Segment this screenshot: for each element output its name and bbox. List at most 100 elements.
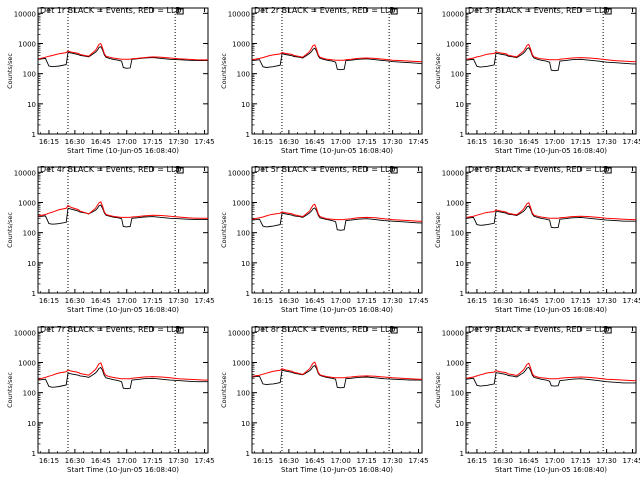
x-tick-label: 17:45 xyxy=(194,297,214,305)
lld-series-line xyxy=(38,42,208,61)
detector-panel-9: 1 10 100 1000 10000 16:15 16:30 16:45 17:00 17:15… xyxy=(434,325,640,474)
x-tick-label: 16:45 xyxy=(519,138,539,146)
x-tick-label: 17:00 xyxy=(117,138,137,146)
x-tick-label: 17:30 xyxy=(383,457,403,465)
events-series-line xyxy=(252,47,422,71)
panel-title: Det 1r BLACK = Events, RED = LLD xyxy=(40,6,182,15)
x-tick-label: 16:15 xyxy=(39,457,59,465)
y-tick-label: 10000 xyxy=(14,329,36,337)
y-tick-label: 10 xyxy=(27,101,36,109)
y-tick-label: 1 xyxy=(246,450,250,458)
marker-flag-box xyxy=(176,167,184,174)
x-tick-label: 17:30 xyxy=(383,297,403,305)
panel-title: Det 7r BLACK = Events, RED = LLD xyxy=(40,325,182,334)
panel-title: Det 4r BLACK = Events, RED = LLD xyxy=(40,165,182,174)
panel-title: Det 3r BLACK = Events, RED = LLD xyxy=(468,6,610,15)
y-tick-label: 1000 xyxy=(232,199,250,207)
x-tick-label: 17:00 xyxy=(545,297,565,305)
y-tick-label: 1000 xyxy=(18,359,36,367)
y-tick-label: 1000 xyxy=(18,40,36,48)
x-tick-label: 16:30 xyxy=(493,457,513,465)
y-tick-label: 100 xyxy=(451,230,464,238)
x-tick-label: 16:15 xyxy=(467,297,487,305)
x-tick-label: 17:15 xyxy=(357,457,377,465)
y-tick-label: 10 xyxy=(27,260,36,268)
x-tick-label: 17:45 xyxy=(408,297,428,305)
lld-series-line xyxy=(38,362,208,381)
x-tick-label: 16:15 xyxy=(253,457,273,465)
x-tick-label: 16:15 xyxy=(253,297,273,305)
x-tick-label: 17:15 xyxy=(143,297,163,305)
x-axis-label: Start Time (10-Jun-05 16:08:40) xyxy=(495,147,607,155)
x-axis-label: Start Time (10-Jun-05 16:08:40) xyxy=(67,147,179,155)
detector-panel-4: 1 10 100 1000 10000 16:15 16:30 16:45 17:00 17:15… xyxy=(6,165,215,314)
x-tick-label: 17:15 xyxy=(571,457,591,465)
y-tick-label: 10 xyxy=(27,420,36,428)
detector-panel-6: 1 10 100 1000 10000 16:15 16:30 16:45 17:00 17:15… xyxy=(434,165,640,314)
y-tick-label: 1 xyxy=(460,131,464,139)
detector-panel-3: 1 10 100 1000 10000 16:15 16:30 16:45 17:00 17:15… xyxy=(434,6,640,155)
events-series-line xyxy=(252,365,422,389)
x-axis-label: Start Time (10-Jun-05 16:08:40) xyxy=(281,147,393,155)
plot-frame xyxy=(251,7,423,135)
y-axis-label: Counts/sec xyxy=(434,53,442,89)
y-tick-label: 1 xyxy=(246,131,250,139)
x-tick-label: 17:30 xyxy=(597,138,617,146)
events-series-line xyxy=(466,205,636,229)
plot-frame xyxy=(465,166,637,294)
y-tick-label: 100 xyxy=(23,71,36,79)
y-tick-label: 100 xyxy=(451,71,464,79)
x-tick-label: 16:15 xyxy=(39,138,59,146)
y-tick-label: 10000 xyxy=(228,329,250,337)
lld-series-line xyxy=(252,361,422,380)
x-tick-label: 16:15 xyxy=(253,138,273,146)
y-tick-label: 100 xyxy=(23,230,36,238)
x-tick-label: 17:00 xyxy=(545,457,565,465)
x-tick-label: 16:45 xyxy=(305,138,325,146)
plot-frame xyxy=(37,326,209,454)
y-tick-label: 10000 xyxy=(14,10,36,18)
panel-title: Det 9r BLACK = Events, RED = LLD xyxy=(468,325,610,334)
lld-series-line xyxy=(252,44,422,63)
marker-flag-box xyxy=(604,8,612,15)
x-axis-label: Start Time (10-Jun-05 16:08:40) xyxy=(281,466,393,474)
detector-panel-2: 1 10 100 1000 10000 16:15 16:30 16:45 17:00 17:15… xyxy=(220,6,429,155)
marker-flag-box xyxy=(604,167,612,174)
y-tick-label: 100 xyxy=(23,390,36,398)
y-tick-label: 10 xyxy=(241,420,250,428)
y-tick-label: 10 xyxy=(455,101,464,109)
x-tick-label: 16:15 xyxy=(467,138,487,146)
y-tick-label: 10000 xyxy=(442,10,464,18)
y-tick-label: 1 xyxy=(460,450,464,458)
panel-title: Det 6r BLACK = Events, RED = LLD xyxy=(468,165,610,174)
x-tick-label: 16:45 xyxy=(305,457,325,465)
y-tick-label: 1000 xyxy=(446,199,464,207)
x-tick-label: 17:15 xyxy=(571,138,591,146)
detector-panel-1: 1 10 100 1000 10000 16:15 16:30 16:45 17:00 17:15… xyxy=(6,6,215,155)
x-tick-label: 16:45 xyxy=(91,297,111,305)
x-tick-label: 17:45 xyxy=(622,138,640,146)
x-axis-label: Start Time (10-Jun-05 16:08:40) xyxy=(495,466,607,474)
y-tick-label: 1 xyxy=(32,131,36,139)
x-tick-label: 17:15 xyxy=(357,297,377,305)
panel-title: Det 8r BLACK = Events, RED = LLD xyxy=(254,325,396,334)
x-tick-label: 17:00 xyxy=(331,457,351,465)
x-tick-label: 16:30 xyxy=(493,138,513,146)
x-tick-label: 16:30 xyxy=(279,138,299,146)
marker-flag-box xyxy=(390,327,398,334)
x-tick-label: 17:00 xyxy=(117,457,137,465)
events-series-line xyxy=(466,47,636,72)
x-tick-label: 17:00 xyxy=(117,297,137,305)
x-tick-label: 17:45 xyxy=(194,138,214,146)
x-tick-label: 17:15 xyxy=(143,138,163,146)
y-tick-label: 10000 xyxy=(442,329,464,337)
y-tick-label: 1000 xyxy=(446,359,464,367)
x-tick-label: 17:30 xyxy=(169,138,189,146)
x-tick-label: 17:15 xyxy=(143,457,163,465)
y-axis-label: Counts/sec xyxy=(6,372,14,408)
x-tick-label: 17:30 xyxy=(597,297,617,305)
y-tick-label: 10 xyxy=(455,420,464,428)
events-series-line xyxy=(252,207,422,231)
y-axis-label: Counts/sec xyxy=(220,212,228,248)
x-axis-label: Start Time (10-Jun-05 16:08:40) xyxy=(495,306,607,314)
